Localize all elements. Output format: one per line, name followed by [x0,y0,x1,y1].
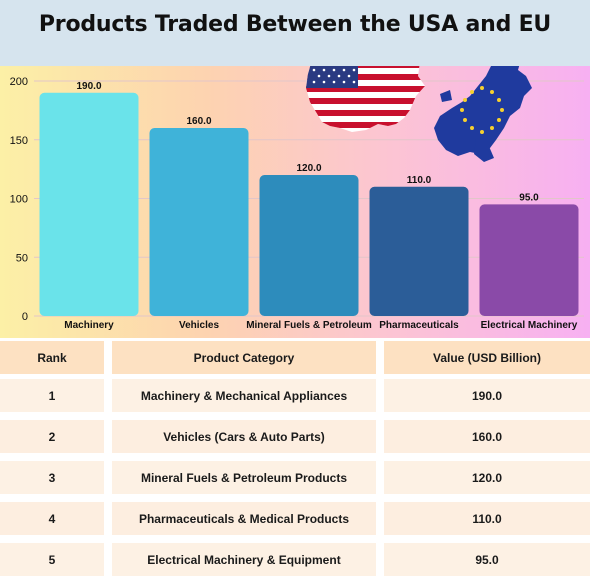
bar-vehicles [149,128,249,316]
table-cell: Mineral Fuels & Petroleum Products [112,461,376,494]
x-tick-label: Mineral Fuels & Petroleum [246,320,372,331]
y-tick-label: 200 [10,76,28,88]
table-header-cell: Product Category [112,341,376,374]
y-tick-label: 0 [22,311,28,323]
y-tick-label: 150 [10,135,28,147]
table-cell: 110.0 [384,502,590,535]
bar-value-label: 160.0 [186,116,211,127]
bar-value-label: 120.0 [296,163,321,174]
bar-value-label: 95.0 [519,192,539,203]
chart-area: 0 50 100 150 200 190.0 Machinery 160.0 Vehicles 1… [0,66,590,338]
x-tick-label: Electrical Machinery [481,320,578,331]
x-tick-label: Pharmaceuticals [379,320,459,331]
y-tick-label: 50 [16,252,28,264]
chart-title: Products Traded Between the USA and EU [38,12,552,37]
y-tick-label: 100 [10,194,28,206]
eu-flag-map-icon [434,66,532,162]
table-cell: 160.0 [384,420,590,453]
table-cell: 95.0 [384,543,590,576]
bar-mineral-fuels-petroleum [259,175,359,316]
table-header-cell: Rank [0,341,104,374]
bar-electrical-machinery [479,204,579,316]
table-cell: 1 [0,379,104,412]
table-cell: Pharmaceuticals & Medical Products [112,502,376,535]
bar-pharmaceuticals [369,186,469,316]
bar-machinery [39,92,139,316]
table-cell: 120.0 [384,461,590,494]
table-cell: 5 [0,543,104,576]
table-cell: 2 [0,420,104,453]
title-banner: Products Traded Between the USA and EU [0,0,590,66]
usa-flag-map-icon [306,66,425,132]
bar-value-label: 190.0 [76,81,101,92]
table-cell: Machinery & Mechanical Appliances [112,379,376,412]
table-cell: 4 [0,502,104,535]
table-cell: 3 [0,461,104,494]
x-tick-label: Vehicles [179,320,219,331]
bar-value-label: 110.0 [407,175,432,186]
table-cell: 190.0 [384,379,590,412]
table-cell: Vehicles (Cars & Auto Parts) [112,420,376,453]
x-tick-label: Machinery [64,320,114,331]
table-header-cell: Value (USD Billion) [384,341,590,374]
table-cell: Electrical Machinery & Equipment [112,543,376,576]
bar-chart: 0 50 100 150 200 190.0 Machinery 160.0 Vehicles 1… [10,66,584,331]
data-table: Rank Product Category Value (USD Billion) 1… [0,338,590,576]
